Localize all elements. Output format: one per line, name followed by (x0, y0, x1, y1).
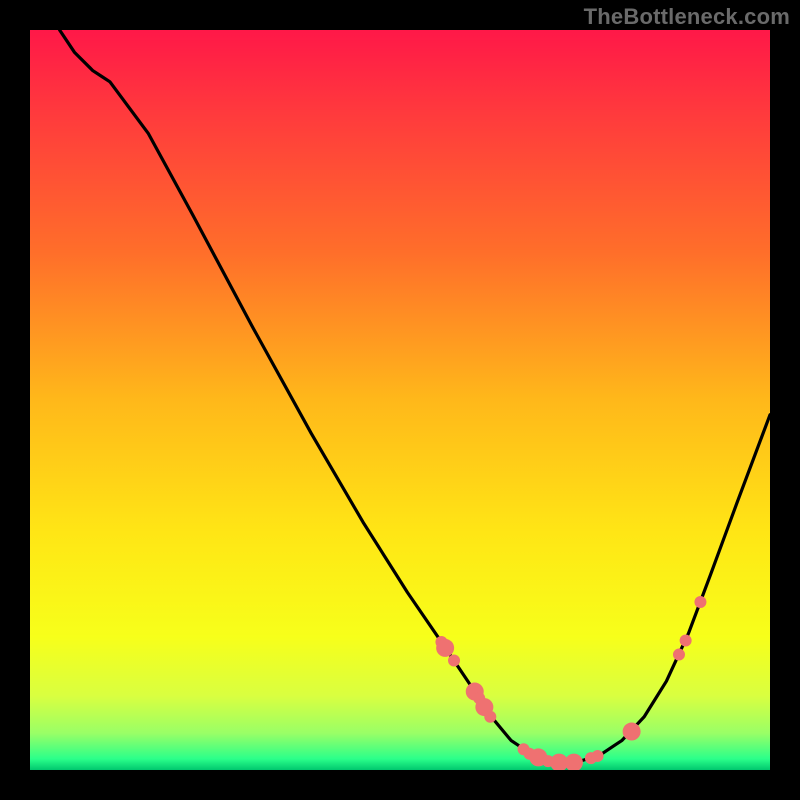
plot-area (30, 30, 770, 770)
chart-root: TheBottleneck.com (0, 0, 800, 800)
chart-svg (30, 30, 770, 770)
watermark-text: TheBottleneck.com (584, 4, 790, 30)
